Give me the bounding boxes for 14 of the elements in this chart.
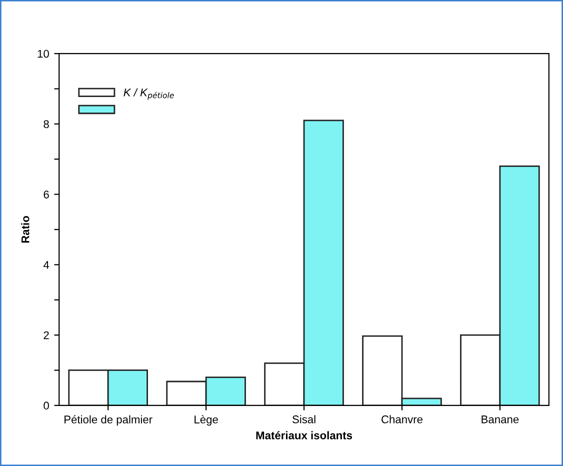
x-tick-label: Chanvre: [382, 415, 422, 424]
y-tick-label: 6: [44, 190, 49, 198]
y-tick-label: 0: [44, 402, 49, 410]
y-axis-title: Ratio: [21, 216, 30, 243]
x-tick-label: Lège: [194, 415, 218, 426]
x-tick-label: Pétiole de palmier: [64, 415, 152, 426]
y-tick-label: 4: [43, 261, 50, 269]
x-axis-title: Matériaux isolants: [256, 431, 352, 440]
x-tick-label: Sisal: [292, 415, 316, 424]
legend-label: K / K$_{pétiole}$: [124, 88, 174, 100]
y-tick-label: 10: [38, 50, 49, 58]
y-tick-label: 8: [44, 120, 49, 128]
x-tick-label: Banane: [482, 416, 519, 424]
y-tick-label: 2: [44, 331, 49, 340]
